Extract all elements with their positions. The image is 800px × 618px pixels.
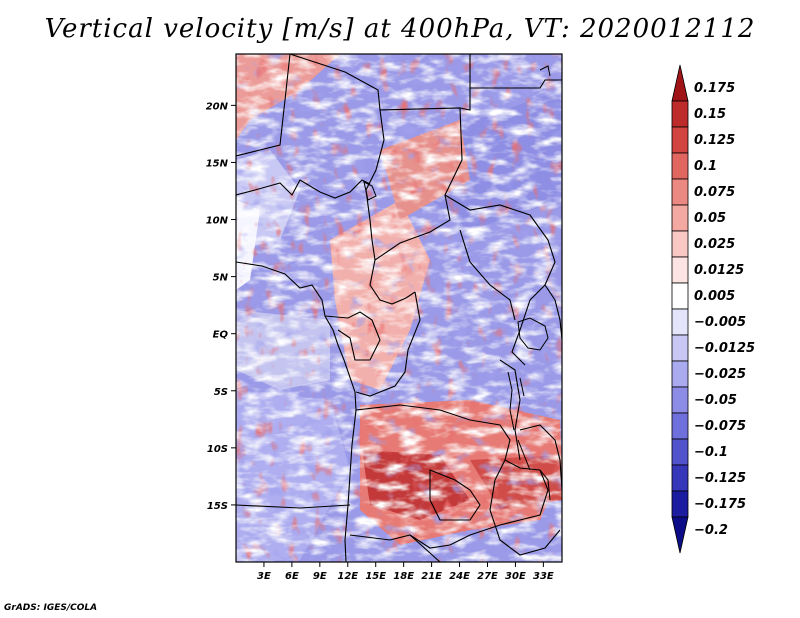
colorbar-swatch bbox=[671, 490, 689, 518]
map-frame bbox=[235, 53, 563, 563]
lon-tick-label: 24E bbox=[449, 571, 470, 582]
lon-tick-label: 9E bbox=[313, 571, 327, 582]
colorbar-label: −0.05 bbox=[694, 393, 737, 408]
colorbar-label: 0.175 bbox=[694, 81, 735, 96]
colorbar-label: 0.1 bbox=[694, 159, 717, 174]
colorbar-swatch bbox=[671, 438, 689, 466]
lat-tick-label: 5S bbox=[214, 387, 228, 398]
country-borders bbox=[236, 54, 562, 562]
colorbar-label: −0.175 bbox=[694, 497, 746, 512]
lat-tick-label: 15S bbox=[207, 501, 228, 512]
colorbar-swatch bbox=[671, 126, 689, 154]
colorbar-label: −0.075 bbox=[694, 419, 746, 434]
colorbar-label: −0.0125 bbox=[694, 341, 755, 356]
lat-tick-label: 15N bbox=[206, 158, 229, 169]
colorbar-label: 0.025 bbox=[694, 237, 735, 252]
colorbar-label: −0.005 bbox=[694, 315, 746, 330]
lon-tick-label: 27E bbox=[477, 571, 498, 582]
lon-tick-label: 3E bbox=[257, 571, 271, 582]
colorbar-label: −0.125 bbox=[694, 471, 746, 486]
map-title: Vertical velocity [m/s] at 400hPa, VT: 2… bbox=[44, 14, 756, 44]
colorbar-swatch bbox=[671, 204, 689, 232]
colorbar-label: −0.2 bbox=[694, 523, 728, 538]
latitude-axis: 20N 15N 10N 5N EQ 5S 10S 15S bbox=[206, 101, 236, 512]
colorbar-label: 0.05 bbox=[694, 211, 726, 226]
colorbar-swatch bbox=[671, 334, 689, 362]
colorbar-swatch bbox=[671, 412, 689, 440]
velocity-field bbox=[236, 54, 562, 562]
colorbar: 0.175 0.15 0.125 0.1 0.075 0.05 0.025 0.0125 0.0… bbox=[671, 64, 755, 554]
colorbar-swatch bbox=[671, 308, 689, 336]
lakes bbox=[363, 65, 551, 501]
colorbar-swatch bbox=[671, 230, 689, 258]
colorbar-label: 0.0125 bbox=[694, 263, 744, 278]
colorbar-label: 0.005 bbox=[694, 289, 735, 304]
colorbar-label: −0.025 bbox=[694, 367, 746, 382]
colorbar-swatch bbox=[671, 360, 689, 388]
lon-tick-label: 30E bbox=[505, 571, 526, 582]
lat-tick-label: 5N bbox=[213, 273, 229, 284]
lat-tick-label: EQ bbox=[213, 330, 229, 341]
colorbar-swatch bbox=[671, 282, 689, 310]
colorbar-swatch bbox=[671, 256, 689, 284]
colorbar-label: 0.075 bbox=[694, 185, 735, 200]
lat-tick-label: 10N bbox=[206, 216, 229, 227]
colorbar-label: 0.15 bbox=[694, 107, 726, 122]
lon-tick-label: 18E bbox=[393, 571, 414, 582]
lon-tick-label: 15E bbox=[365, 571, 386, 582]
lon-tick-label: 33E bbox=[533, 571, 554, 582]
colorbar-swatch bbox=[671, 100, 689, 128]
colorbar-swatch bbox=[671, 516, 689, 554]
lon-tick-label: 12E bbox=[337, 571, 358, 582]
colorbar-label: 0.125 bbox=[694, 133, 735, 148]
colorbar-swatch bbox=[671, 464, 689, 492]
colorbar-swatch bbox=[671, 64, 689, 102]
colorbar-label: −0.1 bbox=[694, 445, 728, 460]
colorbar-swatch bbox=[671, 152, 689, 180]
longitude-axis: 3E 6E 9E 12E 15E 18E 21E 24E 27E 30E 33E bbox=[257, 562, 554, 582]
lon-tick-label: 21E bbox=[421, 571, 442, 582]
lon-tick-label: 6E bbox=[285, 571, 299, 582]
lat-tick-label: 10S bbox=[207, 444, 228, 455]
colorbar-swatch bbox=[671, 386, 689, 414]
grads-credit: GrADS: IGES/COLA bbox=[4, 603, 98, 613]
lat-tick-label: 20N bbox=[206, 101, 229, 112]
colorbar-swatch bbox=[671, 178, 689, 206]
